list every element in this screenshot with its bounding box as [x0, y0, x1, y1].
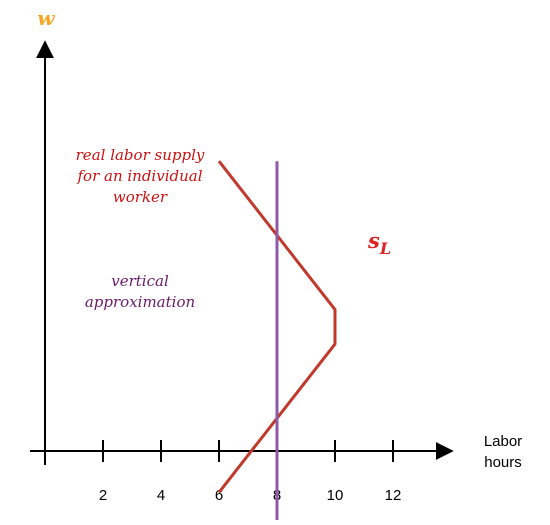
sl-label-sub: L	[379, 239, 391, 258]
real-supply-line-1: real labor supply	[76, 146, 205, 164]
x-axis-label-line1: Labor	[484, 433, 522, 450]
x-axis-label-line2: hours	[484, 454, 522, 471]
series-group	[217, 160, 337, 520]
sl-label-main: s	[367, 228, 380, 253]
x-tick-label-10: 10	[327, 487, 344, 504]
real-supply-line-2: for an individual	[76, 167, 202, 185]
x-tick-label-6: 6	[215, 487, 223, 504]
vertical-annotation: vertical approximation	[85, 272, 195, 311]
x-tick-label-12: 12	[385, 487, 402, 504]
y-axis-label: w	[37, 6, 55, 30]
x-tick-label-2: 2	[99, 487, 107, 504]
vertical-line-2: approximation	[85, 293, 195, 311]
real-supply-annotation: real labor supply for an individual work…	[76, 146, 205, 206]
x-ticks: 2 4 6 8 10 12	[99, 440, 402, 504]
vertical-line-1: vertical	[111, 272, 169, 290]
real-supply-line-3: worker	[113, 188, 168, 206]
sl-label: sL	[367, 228, 391, 258]
x-tick-label-4: 4	[157, 487, 165, 504]
